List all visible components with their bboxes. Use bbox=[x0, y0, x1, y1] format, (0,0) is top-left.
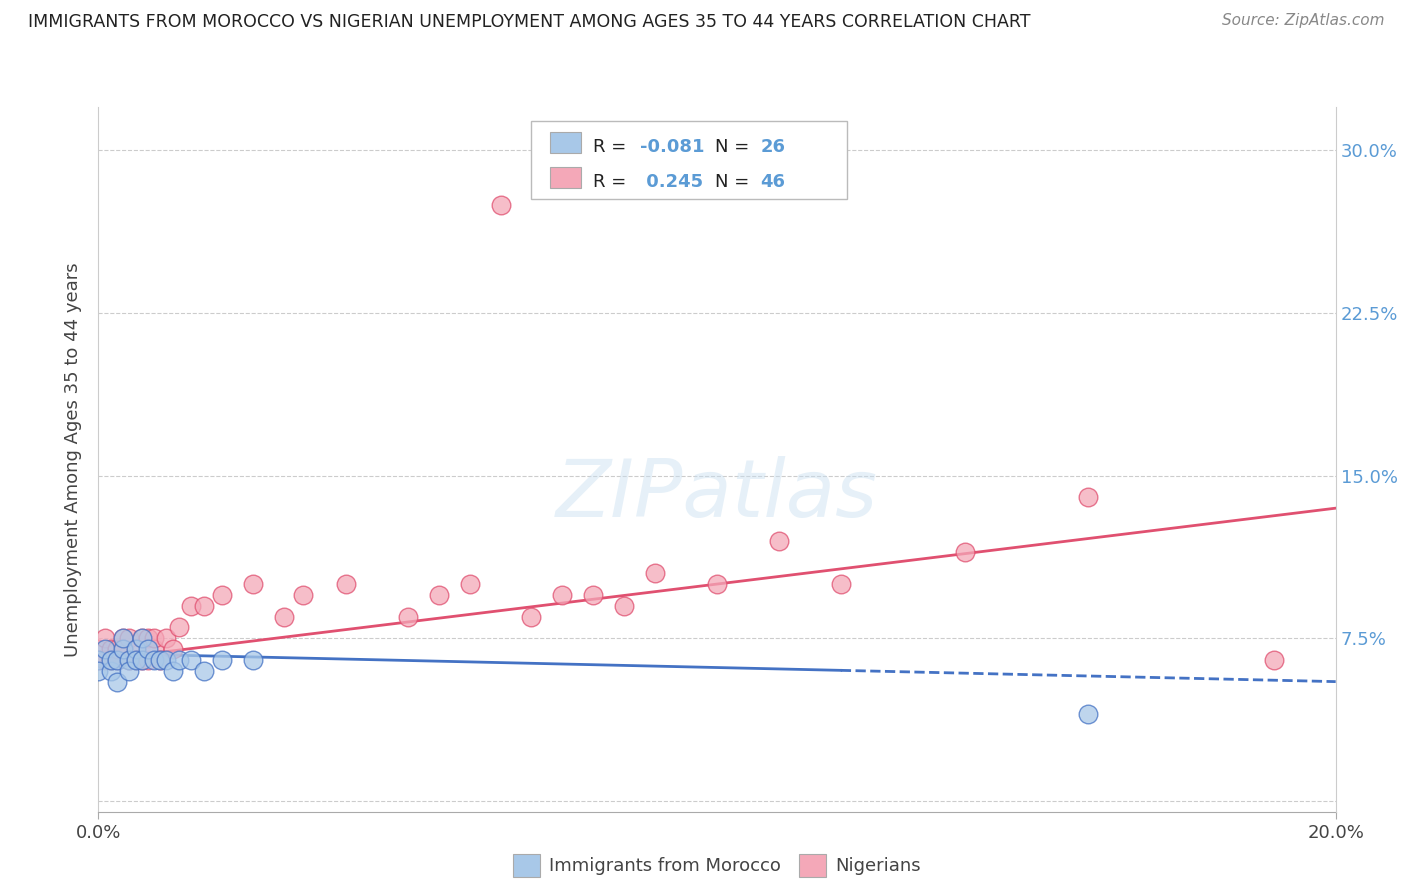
Point bbox=[118, 653, 141, 667]
Legend: Immigrants from Morocco, Nigerians: Immigrants from Morocco, Nigerians bbox=[506, 847, 928, 884]
Point bbox=[143, 653, 166, 667]
Point bbox=[105, 674, 128, 689]
Point bbox=[193, 664, 215, 678]
Point bbox=[118, 653, 141, 667]
Point bbox=[124, 653, 146, 667]
Point bbox=[124, 653, 146, 667]
Point bbox=[87, 642, 110, 657]
Text: ZIPatlas: ZIPatlas bbox=[555, 456, 879, 533]
Point bbox=[582, 588, 605, 602]
Text: R =: R = bbox=[593, 138, 633, 156]
Text: N =: N = bbox=[714, 173, 755, 192]
Point bbox=[100, 653, 122, 667]
Text: N =: N = bbox=[714, 138, 755, 156]
Point bbox=[118, 664, 141, 678]
Point bbox=[112, 642, 135, 657]
Text: R =: R = bbox=[593, 173, 633, 192]
Point bbox=[211, 588, 233, 602]
Point bbox=[143, 642, 166, 657]
Point bbox=[131, 653, 153, 667]
Text: Source: ZipAtlas.com: Source: ZipAtlas.com bbox=[1222, 13, 1385, 29]
Point bbox=[112, 632, 135, 646]
Point bbox=[427, 588, 450, 602]
Text: IMMIGRANTS FROM MOROCCO VS NIGERIAN UNEMPLOYMENT AMONG AGES 35 TO 44 YEARS CORRE: IMMIGRANTS FROM MOROCCO VS NIGERIAN UNEM… bbox=[28, 13, 1031, 31]
Point bbox=[162, 664, 184, 678]
Point bbox=[105, 653, 128, 667]
Point bbox=[1263, 653, 1285, 667]
Point bbox=[396, 609, 419, 624]
Point bbox=[124, 642, 146, 657]
Point bbox=[131, 632, 153, 646]
Point bbox=[167, 653, 190, 667]
Point bbox=[136, 653, 159, 667]
Point bbox=[87, 653, 110, 667]
Point bbox=[149, 653, 172, 667]
Point bbox=[112, 632, 135, 646]
Point bbox=[87, 653, 110, 667]
FancyBboxPatch shape bbox=[550, 132, 581, 153]
Point bbox=[136, 632, 159, 646]
FancyBboxPatch shape bbox=[531, 121, 846, 199]
Point bbox=[242, 653, 264, 667]
Point bbox=[489, 197, 512, 211]
Point bbox=[167, 620, 190, 634]
Point bbox=[830, 577, 852, 591]
Point bbox=[458, 577, 481, 591]
Point bbox=[155, 632, 177, 646]
Point bbox=[768, 533, 790, 548]
Point bbox=[149, 653, 172, 667]
Point bbox=[644, 566, 666, 581]
Point bbox=[180, 653, 202, 667]
Point bbox=[124, 642, 146, 657]
Point bbox=[613, 599, 636, 613]
Point bbox=[211, 653, 233, 667]
Point bbox=[136, 642, 159, 657]
Point bbox=[242, 577, 264, 591]
Text: 46: 46 bbox=[761, 173, 786, 192]
Point bbox=[93, 632, 115, 646]
Point bbox=[87, 664, 110, 678]
Text: 26: 26 bbox=[761, 138, 786, 156]
Point bbox=[131, 632, 153, 646]
Point bbox=[1077, 707, 1099, 722]
Point bbox=[335, 577, 357, 591]
Point bbox=[551, 588, 574, 602]
Point bbox=[155, 653, 177, 667]
Point bbox=[118, 632, 141, 646]
Point bbox=[706, 577, 728, 591]
Point bbox=[180, 599, 202, 613]
Point bbox=[105, 642, 128, 657]
FancyBboxPatch shape bbox=[550, 167, 581, 188]
Point bbox=[93, 653, 115, 667]
Point bbox=[193, 599, 215, 613]
Text: -0.081: -0.081 bbox=[640, 138, 704, 156]
Point bbox=[112, 642, 135, 657]
Point bbox=[291, 588, 314, 602]
Text: 0.245: 0.245 bbox=[640, 173, 703, 192]
Point bbox=[1077, 491, 1099, 505]
Point bbox=[100, 642, 122, 657]
Point bbox=[520, 609, 543, 624]
Point bbox=[273, 609, 295, 624]
Point bbox=[93, 642, 115, 657]
Point bbox=[131, 653, 153, 667]
Point bbox=[143, 632, 166, 646]
Point bbox=[100, 653, 122, 667]
Point bbox=[105, 653, 128, 667]
Y-axis label: Unemployment Among Ages 35 to 44 years: Unemployment Among Ages 35 to 44 years bbox=[65, 262, 83, 657]
Point bbox=[162, 642, 184, 657]
Point bbox=[100, 664, 122, 678]
Point bbox=[953, 544, 976, 558]
